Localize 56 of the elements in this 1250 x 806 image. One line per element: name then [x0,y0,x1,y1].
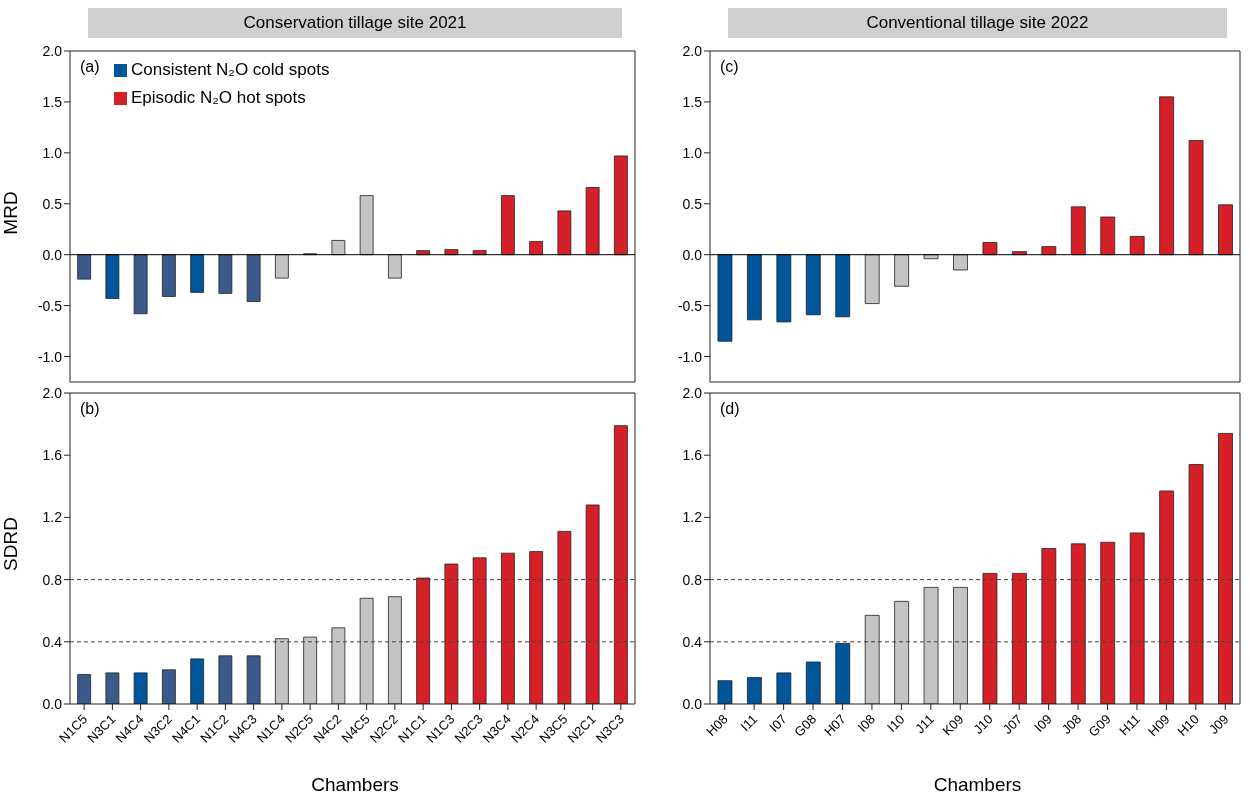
y-tick-label: 0.0 [42,246,63,263]
y-tick-label: 1.5 [42,93,63,110]
y-tick-label: 0.5 [682,195,703,212]
x-tick-label: H09 [1145,711,1173,739]
y-tick-label: -1.0 [37,348,63,365]
y-tick-label: 0.8 [42,571,63,588]
annotation: (d) [720,400,740,418]
x-axis-title: Chambers [310,774,400,797]
x-tick-label: J08 [1058,711,1085,737]
x-tick-label: I08 [854,711,879,735]
x-tick-label: J10 [970,711,996,737]
annotation: (c) [720,58,739,76]
x-tick-label: K09 [939,711,967,739]
annotation: (a) [80,58,100,76]
y-tick-label: -0.5 [677,297,703,314]
y-axis-title: SDRD [0,517,22,571]
y-tick-label: 2.0 [42,384,63,401]
x-tick-label: J09 [1205,711,1232,737]
x-tick-label: J07 [999,711,1026,737]
y-tick-label: 0.8 [682,571,703,588]
chart-title: Conventional tillage site 2022 [728,8,1227,38]
x-tick-label: I09 [1031,711,1055,735]
y-tick-label: 1.6 [682,447,703,464]
x-tick-label: H10 [1174,711,1202,739]
x-tick-label: H11 [1116,711,1144,739]
y-tick-label: -0.5 [37,297,63,314]
x-tick-label: J11 [912,711,937,737]
y-tick-label: 2.0 [42,42,63,59]
x-tick-label: H08 [703,711,731,739]
y-tick-label: 1.6 [42,447,63,464]
annotation: (b) [80,400,100,418]
x-axis-title: Chambers [932,774,1023,797]
x-tick-label: I07 [766,711,790,735]
x-tick-label: G08 [791,711,820,740]
y-tick-label: 1.5 [682,93,703,110]
y-tick-label: 1.0 [42,144,63,161]
x-tick-label: H07 [821,711,849,739]
y-tick-label: 0.0 [682,246,703,263]
y-tick-label: 0.4 [42,633,63,650]
x-tick-label: I11 [737,711,761,735]
y-tick-label: 2.0 [682,42,703,59]
y-tick-label: 0.4 [682,633,703,650]
y-axis-title: MRD [0,191,22,235]
y-tick-label: 0.0 [42,695,63,712]
y-tick-label: 2.0 [682,384,703,401]
y-tick-label: 1.0 [682,144,703,161]
legend-label: Episodic N₂O hot spots [131,88,306,108]
y-tick-label: -1.0 [677,348,703,365]
legend-label: Consistent N₂O cold spots [131,60,330,80]
y-tick-label: 1.2 [42,509,63,526]
chart-title: Conservation tillage site 2021 [88,8,622,38]
x-tick-label: G09 [1085,711,1114,740]
y-tick-label: 0.0 [682,695,703,712]
x-tick-label: I10 [884,711,908,735]
y-tick-label: 0.5 [42,195,63,212]
y-tick-label: 1.2 [682,509,703,526]
